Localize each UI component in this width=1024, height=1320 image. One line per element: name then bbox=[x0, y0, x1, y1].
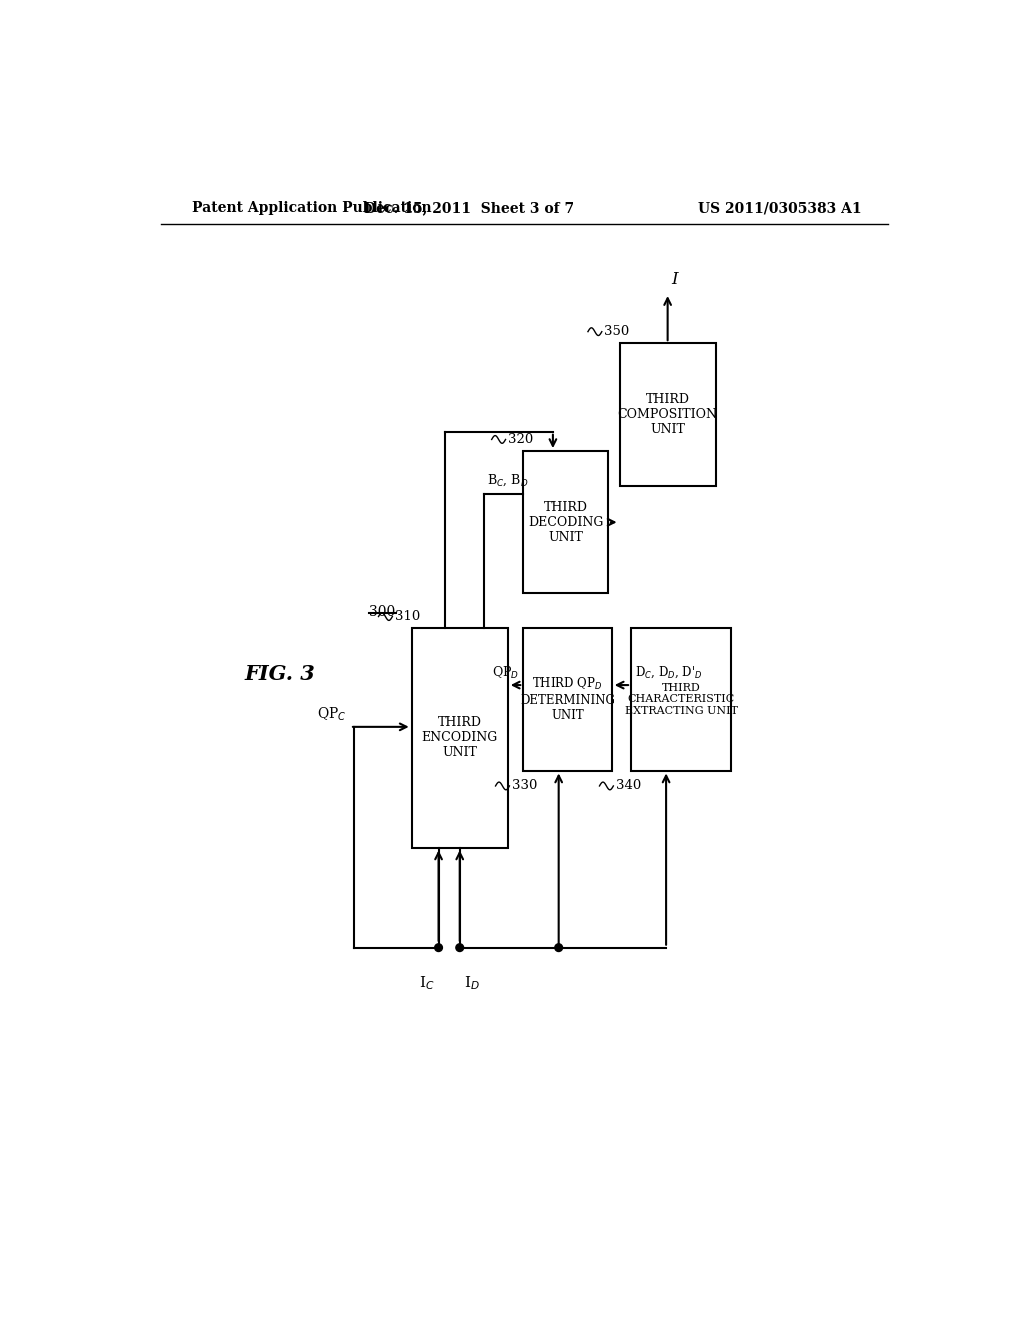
Text: THIRD
CHARACTERISTIC
EXTRACTING UNIT: THIRD CHARACTERISTIC EXTRACTING UNIT bbox=[625, 682, 737, 715]
Text: QP$_C$: QP$_C$ bbox=[316, 706, 346, 723]
Bar bbox=[412, 628, 508, 847]
Bar bbox=[523, 451, 608, 594]
Text: 330: 330 bbox=[512, 779, 537, 792]
Text: FIG. 3: FIG. 3 bbox=[245, 664, 315, 684]
Text: I$_C$: I$_C$ bbox=[419, 974, 435, 993]
Text: US 2011/0305383 A1: US 2011/0305383 A1 bbox=[698, 202, 862, 215]
Bar bbox=[631, 628, 731, 771]
Text: D$_C$, D$_D$, D'$_D$: D$_C$, D$_D$, D'$_D$ bbox=[635, 665, 702, 681]
Circle shape bbox=[456, 944, 464, 952]
Text: Patent Application Publication: Patent Application Publication bbox=[193, 202, 432, 215]
Text: THIRD
COMPOSITION
UNIT: THIRD COMPOSITION UNIT bbox=[617, 393, 718, 436]
Text: 310: 310 bbox=[394, 610, 420, 623]
Text: 300: 300 bbox=[370, 605, 395, 619]
Text: Dec. 15, 2011  Sheet 3 of 7: Dec. 15, 2011 Sheet 3 of 7 bbox=[365, 202, 574, 215]
Bar bbox=[620, 343, 716, 486]
Text: B$_C$, B$_D$: B$_C$, B$_D$ bbox=[486, 473, 528, 487]
Text: 350: 350 bbox=[604, 325, 630, 338]
Circle shape bbox=[555, 944, 562, 952]
Text: THIRD
DECODING
UNIT: THIRD DECODING UNIT bbox=[528, 500, 603, 544]
Bar bbox=[523, 628, 611, 771]
Text: 340: 340 bbox=[615, 779, 641, 792]
Text: I$_D$: I$_D$ bbox=[464, 974, 479, 993]
Text: THIRD QP$_D$
DETERMINING
UNIT: THIRD QP$_D$ DETERMINING UNIT bbox=[520, 676, 615, 722]
Text: QP$_D$: QP$_D$ bbox=[493, 665, 519, 681]
Text: I: I bbox=[672, 271, 678, 288]
Text: THIRD
ENCODING
UNIT: THIRD ENCODING UNIT bbox=[422, 717, 498, 759]
Circle shape bbox=[435, 944, 442, 952]
Text: 320: 320 bbox=[508, 433, 534, 446]
